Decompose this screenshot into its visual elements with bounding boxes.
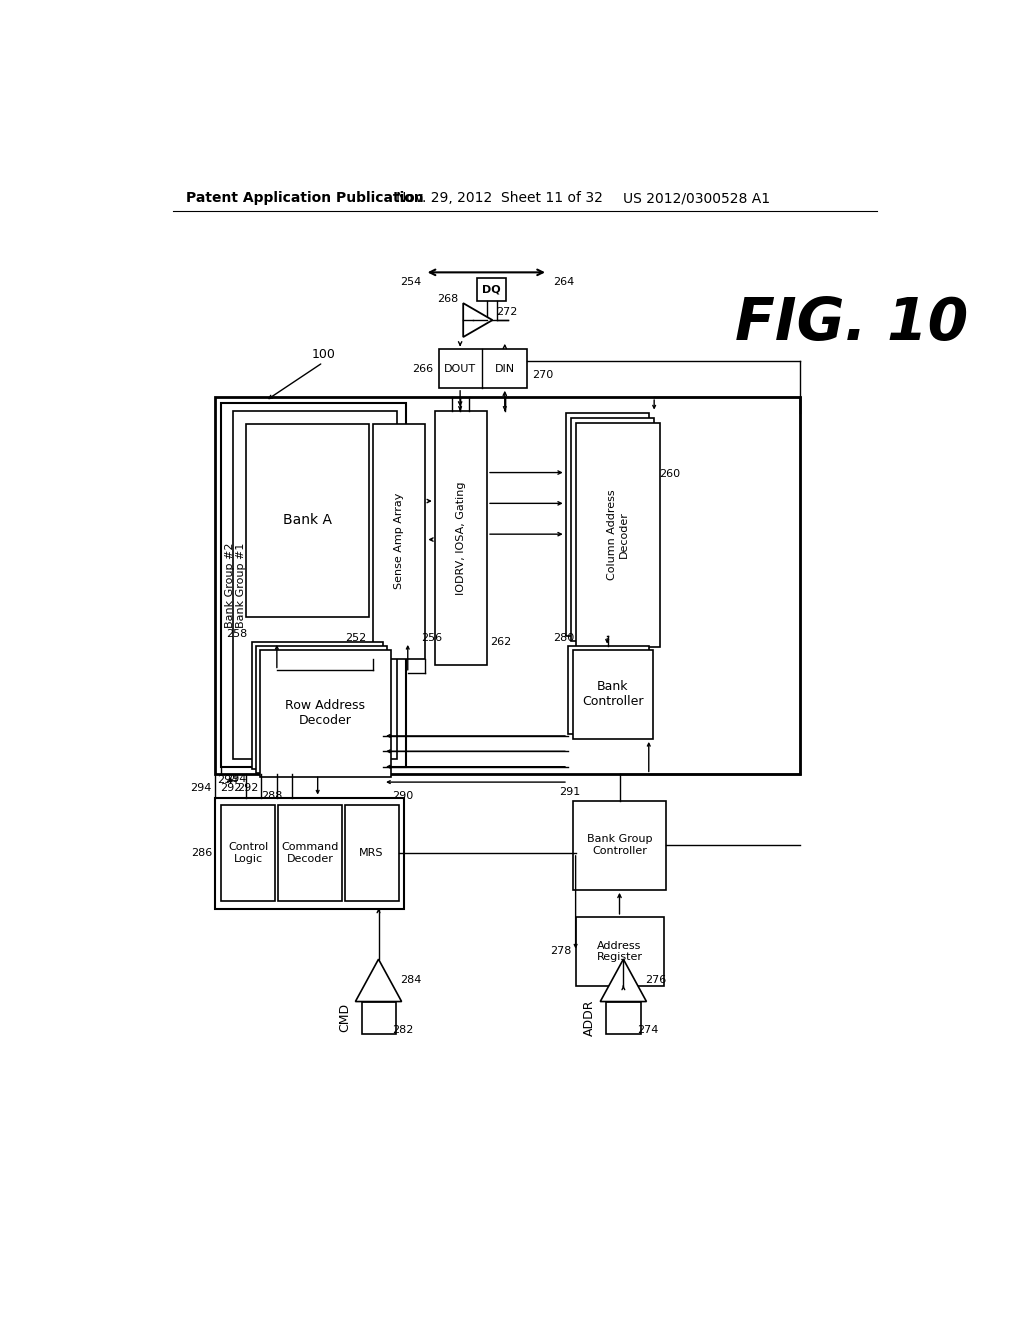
Text: 270: 270 xyxy=(531,370,553,380)
Polygon shape xyxy=(355,960,401,1002)
Text: 288: 288 xyxy=(261,791,283,801)
Text: 282: 282 xyxy=(392,1026,414,1035)
Text: Row Address
Decoder: Row Address Decoder xyxy=(286,698,366,727)
Text: 254: 254 xyxy=(400,277,422,286)
Text: DQ: DQ xyxy=(482,284,501,294)
Text: Bank Group
Controller: Bank Group Controller xyxy=(587,834,652,857)
Bar xyxy=(215,397,801,775)
Bar xyxy=(221,805,275,902)
Bar xyxy=(438,350,527,388)
Text: 266: 266 xyxy=(413,363,434,374)
Text: 274: 274 xyxy=(637,1026,658,1035)
Text: Control
Logic: Control Logic xyxy=(228,842,268,863)
Bar xyxy=(252,642,383,770)
Text: 252: 252 xyxy=(345,634,367,643)
Text: 291: 291 xyxy=(559,787,580,797)
Text: 292: 292 xyxy=(237,783,258,793)
Text: US 2012/0300528 A1: US 2012/0300528 A1 xyxy=(624,191,770,206)
Text: Bank A: Bank A xyxy=(284,513,332,527)
Bar xyxy=(477,277,506,301)
Text: Column Address
Decoder: Column Address Decoder xyxy=(607,490,629,581)
Bar xyxy=(221,404,407,767)
Bar xyxy=(606,1002,641,1034)
Bar xyxy=(279,805,342,902)
Text: 264: 264 xyxy=(553,277,573,286)
Text: 292: 292 xyxy=(220,783,242,793)
Text: DOUT: DOUT xyxy=(444,363,476,374)
Bar xyxy=(256,645,387,774)
Text: 294: 294 xyxy=(225,774,247,784)
Text: MRS: MRS xyxy=(359,847,384,858)
Bar xyxy=(575,917,665,986)
Text: 278: 278 xyxy=(550,946,571,957)
Polygon shape xyxy=(463,304,493,337)
Bar xyxy=(568,645,649,734)
Text: 100: 100 xyxy=(311,348,336,362)
Text: 290: 290 xyxy=(392,791,413,801)
Text: Patent Application Publication: Patent Application Publication xyxy=(186,191,424,206)
Bar xyxy=(571,418,654,642)
Text: 262: 262 xyxy=(490,638,512,647)
Text: Bank Group #1: Bank Group #1 xyxy=(237,543,247,628)
Bar xyxy=(246,424,370,616)
Text: 260: 260 xyxy=(659,469,680,479)
Text: Bank Group #2: Bank Group #2 xyxy=(225,543,234,628)
Text: 294: 294 xyxy=(217,775,239,785)
Text: 256: 256 xyxy=(421,634,442,643)
Text: Bank
Controller: Bank Controller xyxy=(582,680,643,709)
Text: CMD: CMD xyxy=(338,1003,351,1032)
Text: 284: 284 xyxy=(400,975,422,985)
Text: Nov. 29, 2012  Sheet 11 of 32: Nov. 29, 2012 Sheet 11 of 32 xyxy=(396,191,603,206)
Bar xyxy=(565,412,649,636)
Text: Sense Amp Array: Sense Amp Array xyxy=(394,492,404,589)
Text: ADDR: ADDR xyxy=(583,999,596,1036)
Bar xyxy=(573,801,666,890)
Text: 258: 258 xyxy=(226,630,248,639)
Bar xyxy=(373,424,425,659)
Polygon shape xyxy=(600,960,646,1002)
Text: 276: 276 xyxy=(645,975,667,985)
Bar xyxy=(435,411,487,665)
Bar xyxy=(572,651,653,739)
Bar xyxy=(345,805,398,902)
Text: Address
Register: Address Register xyxy=(597,941,642,962)
Text: 294: 294 xyxy=(190,783,211,793)
Text: 280: 280 xyxy=(553,634,574,643)
Bar xyxy=(361,1002,396,1034)
Bar xyxy=(260,649,391,776)
Text: DIN: DIN xyxy=(495,363,515,374)
Bar xyxy=(233,411,397,759)
Text: 286: 286 xyxy=(190,847,212,858)
Text: 268: 268 xyxy=(437,293,459,304)
Text: FIG. 10: FIG. 10 xyxy=(735,296,969,352)
Text: 272: 272 xyxy=(496,308,517,317)
Bar xyxy=(215,797,403,909)
Bar xyxy=(577,424,659,647)
Text: IODRV, IOSA, Gating: IODRV, IOSA, Gating xyxy=(456,482,466,595)
Text: Command
Decoder: Command Decoder xyxy=(282,842,339,863)
